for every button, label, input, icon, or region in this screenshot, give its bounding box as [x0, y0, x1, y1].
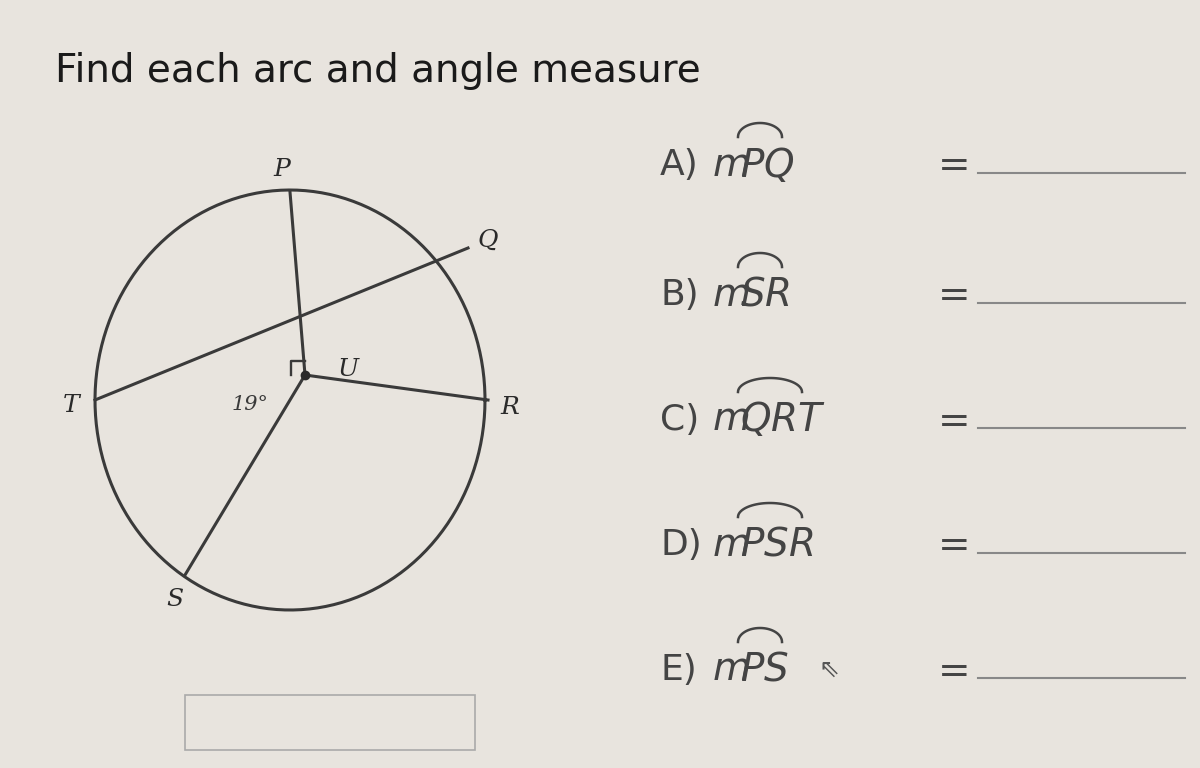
- Text: $m$: $m$: [712, 527, 749, 564]
- Text: ⇖: ⇖: [818, 658, 839, 682]
- Text: $SR$: $SR$: [740, 276, 790, 313]
- Text: $PQ$: $PQ$: [740, 145, 794, 184]
- Text: R: R: [500, 396, 520, 419]
- Text: 19°: 19°: [232, 396, 269, 415]
- Text: E): E): [660, 653, 697, 687]
- Text: $=$: $=$: [930, 147, 968, 184]
- Text: $m$: $m$: [712, 402, 749, 439]
- Text: $PSR$: $PSR$: [740, 527, 814, 564]
- Text: Q: Q: [478, 229, 498, 251]
- Text: $m$: $m$: [712, 147, 749, 184]
- Text: $=$: $=$: [930, 651, 968, 688]
- Text: $=$: $=$: [930, 527, 968, 564]
- Text: $=$: $=$: [930, 402, 968, 439]
- Text: Find each arc and angle measure: Find each arc and angle measure: [55, 52, 701, 90]
- Text: D): D): [660, 528, 702, 562]
- Text: U: U: [337, 357, 359, 380]
- Text: T: T: [62, 393, 79, 416]
- Text: S: S: [167, 588, 184, 611]
- Text: C): C): [660, 403, 700, 437]
- Text: $m$: $m$: [712, 651, 749, 688]
- Text: A): A): [660, 148, 698, 182]
- Text: $PS$: $PS$: [740, 651, 788, 688]
- Bar: [185, 695, 475, 750]
- Text: B): B): [660, 278, 698, 312]
- Text: $m$: $m$: [712, 276, 749, 313]
- Text: P: P: [274, 158, 290, 181]
- Text: $QRT$: $QRT$: [740, 400, 826, 439]
- Text: $=$: $=$: [930, 276, 968, 313]
